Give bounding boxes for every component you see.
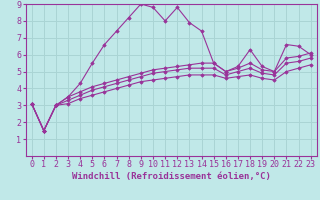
X-axis label: Windchill (Refroidissement éolien,°C): Windchill (Refroidissement éolien,°C) xyxy=(72,172,271,181)
